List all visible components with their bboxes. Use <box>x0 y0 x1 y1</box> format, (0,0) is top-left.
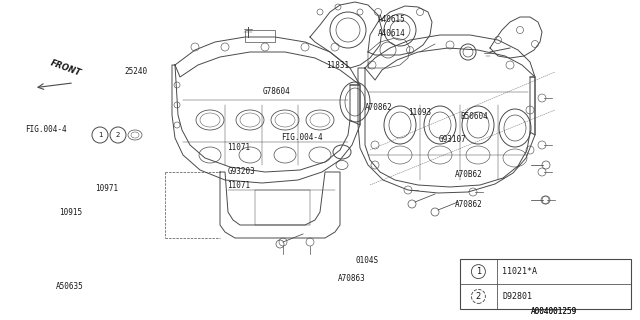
Text: A50635: A50635 <box>56 282 84 291</box>
Text: 1: 1 <box>98 132 102 138</box>
Text: A70B62: A70B62 <box>454 170 482 179</box>
Text: A40614: A40614 <box>378 29 405 38</box>
Text: A70863: A70863 <box>338 274 365 283</box>
Text: FIG.004-4: FIG.004-4 <box>282 133 323 142</box>
Text: 2: 2 <box>476 292 481 301</box>
Text: 1: 1 <box>476 267 481 276</box>
Text: FRONT: FRONT <box>49 58 83 78</box>
Text: FIG.004-4: FIG.004-4 <box>26 125 67 134</box>
Text: 0104S: 0104S <box>355 256 378 265</box>
Text: 25240: 25240 <box>125 68 148 76</box>
Text: 11071: 11071 <box>227 181 250 190</box>
Text: D92801: D92801 <box>502 292 532 301</box>
Text: G93203: G93203 <box>227 167 255 176</box>
Text: 10915: 10915 <box>60 208 83 217</box>
Text: 11831: 11831 <box>326 61 349 70</box>
Text: A004001259: A004001259 <box>531 307 577 316</box>
Text: 11071: 11071 <box>227 143 250 152</box>
Text: 10971: 10971 <box>95 184 118 193</box>
Text: A004001259: A004001259 <box>531 307 577 316</box>
Text: A70862: A70862 <box>365 103 392 112</box>
Text: 11021*A: 11021*A <box>502 267 537 276</box>
Text: 11093: 11093 <box>408 108 431 117</box>
Text: G78604: G78604 <box>262 87 290 96</box>
Text: A70862: A70862 <box>454 200 482 209</box>
Text: G93107: G93107 <box>438 135 466 144</box>
Text: A40615: A40615 <box>378 15 405 24</box>
Text: B50604: B50604 <box>461 112 488 121</box>
Text: 2: 2 <box>116 132 120 138</box>
